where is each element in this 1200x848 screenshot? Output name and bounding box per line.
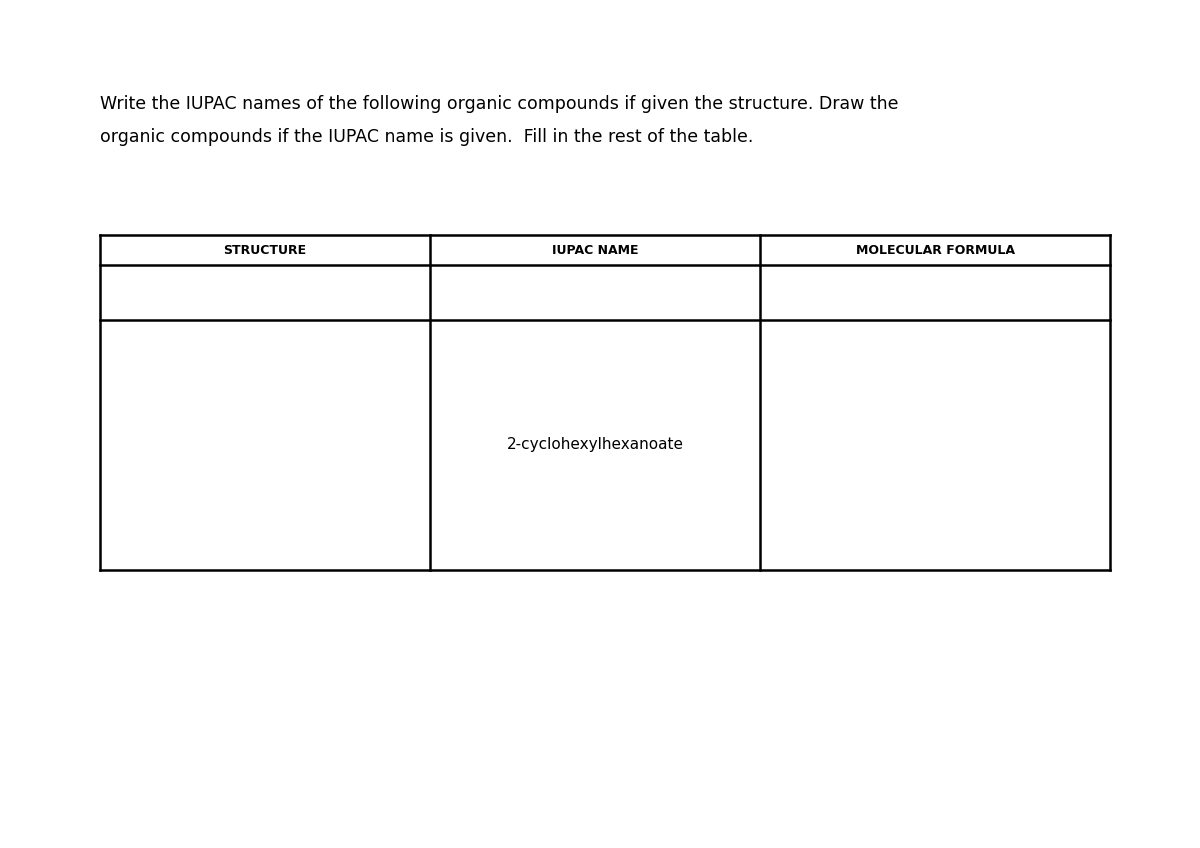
Text: STRUCTURE: STRUCTURE: [223, 243, 306, 256]
Text: 2-cyclohexylhexanoate: 2-cyclohexylhexanoate: [506, 438, 684, 453]
Text: organic compounds if the IUPAC name is given.  Fill in the rest of the table.: organic compounds if the IUPAC name is g…: [100, 128, 754, 146]
Text: Write the IUPAC names of the following organic compounds if given the structure.: Write the IUPAC names of the following o…: [100, 95, 899, 113]
Text: MOLECULAR FORMULA: MOLECULAR FORMULA: [856, 243, 1014, 256]
Text: IUPAC NAME: IUPAC NAME: [552, 243, 638, 256]
